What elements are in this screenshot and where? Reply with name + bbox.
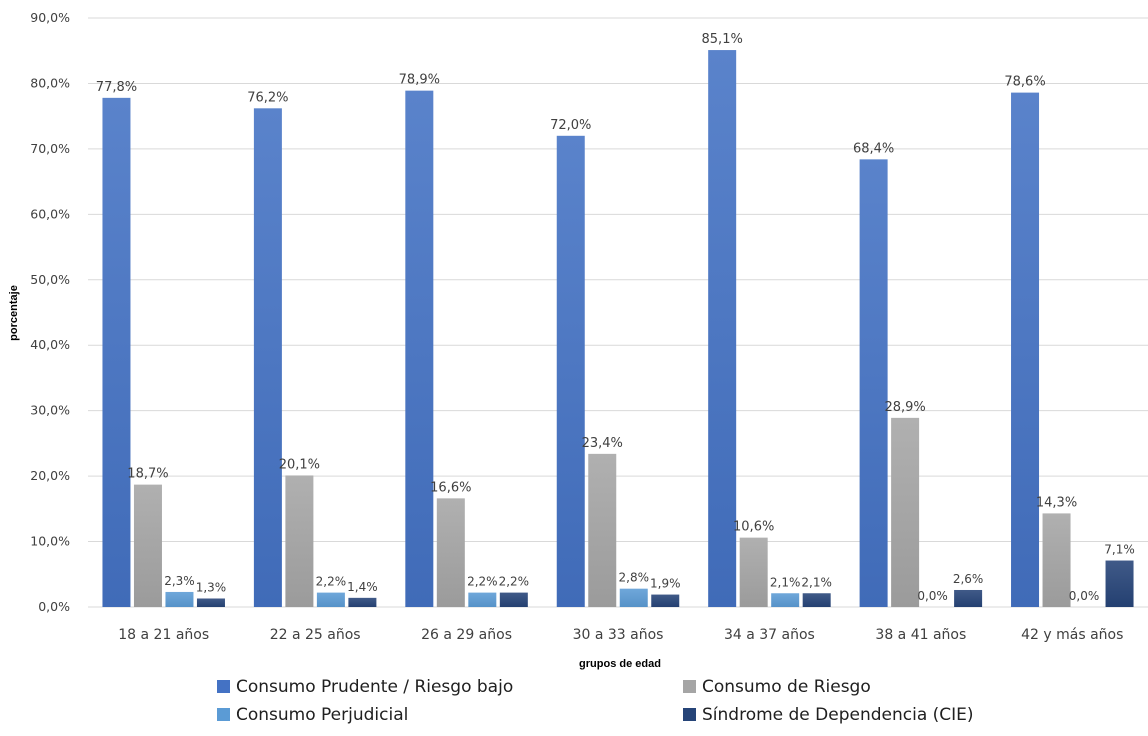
y-tick-label: 70,0% (30, 141, 70, 156)
y-tick-label: 0,0% (38, 599, 70, 614)
y-tick-label: 20,0% (30, 468, 70, 483)
x-tick-label: 26 a 29 años (421, 627, 512, 643)
data-label: 14,3% (1036, 495, 1077, 510)
bar (556, 135, 585, 608)
data-label: 10,6% (733, 520, 774, 535)
data-label: 68,4% (853, 141, 894, 156)
bar (954, 589, 983, 607)
y-tick-label: 30,0% (30, 403, 70, 418)
legend-item: Síndrome de Dependencia (CIE) (683, 705, 974, 725)
bars (102, 50, 1134, 608)
bar (802, 593, 831, 607)
bar (619, 588, 648, 607)
bar (859, 159, 888, 608)
x-tick-label: 42 y más años (1021, 627, 1123, 643)
data-label: 78,9% (399, 73, 440, 88)
bar (1042, 513, 1071, 607)
data-label: 78,6% (1004, 75, 1045, 90)
data-label: 1,9% (650, 577, 681, 591)
legend-label: Síndrome de Dependencia (CIE) (702, 705, 974, 725)
data-label: 85,1% (702, 32, 743, 47)
bar (891, 417, 920, 607)
legend: Consumo Prudente / Riesgo bajo Consumo de… (217, 677, 974, 725)
data-label: 77,8% (96, 80, 137, 95)
x-tick-label: 34 a 37 años (724, 627, 815, 643)
y-tick-label: 50,0% (30, 272, 70, 287)
gridlines (88, 17, 1148, 608)
data-label: 2,1% (770, 575, 801, 589)
data-label: 76,2% (247, 90, 288, 105)
data-label: 2,2% (499, 575, 530, 589)
bar (253, 108, 282, 608)
x-axis-title: grupos de edad (579, 658, 661, 670)
data-label: 1,4% (347, 580, 378, 594)
y-tick-label: 60,0% (30, 206, 70, 221)
x-tick-label: 22 a 25 años (270, 627, 361, 643)
legend-item: Consumo Prudente / Riesgo bajo (217, 677, 513, 697)
legend-swatch (683, 680, 696, 693)
data-label: 23,4% (582, 436, 623, 451)
bar (285, 475, 314, 607)
y-tick-label: 10,0% (30, 534, 70, 549)
data-label: 20,1% (279, 457, 320, 472)
legend-label: Consumo Perjudicial (236, 705, 408, 725)
data-label: 0,0% (917, 589, 948, 603)
legend-swatch (683, 708, 696, 721)
legend-swatch (217, 680, 230, 693)
bar (739, 537, 768, 607)
bar (1011, 92, 1040, 607)
data-label: 18,7% (127, 467, 168, 482)
data-label: 1,3% (196, 580, 227, 594)
data-label: 2,2% (467, 575, 498, 589)
bar (348, 597, 377, 607)
data-label: 2,3% (164, 574, 195, 588)
bar (588, 453, 617, 607)
y-tick-label: 80,0% (30, 75, 70, 90)
y-tick-label: 90,0% (30, 10, 70, 25)
data-label: 28,9% (884, 400, 925, 415)
data-label: 2,8% (619, 571, 650, 585)
bar (133, 484, 162, 607)
bar (165, 591, 194, 607)
x-tick-label: 18 a 21 años (118, 627, 209, 643)
data-label: 2,2% (316, 575, 347, 589)
y-tick-label: 40,0% (30, 337, 70, 352)
bar (102, 97, 131, 607)
data-label: 16,6% (430, 480, 471, 495)
y-axis-tick-labels: 0,0% 10,0% 20,0% 30,0% 40,0% 50,0% 60,0% 70,0% 8… (30, 10, 70, 614)
x-tick-label: 38 a 41 años (875, 627, 966, 643)
y-axis-title: porcentaje (8, 285, 20, 341)
bar (468, 592, 497, 607)
bar (651, 594, 680, 607)
bar (1105, 560, 1134, 607)
bar (436, 498, 465, 607)
data-label: 2,6% (953, 572, 984, 586)
legend-swatch (217, 708, 230, 721)
legend-item: Consumo de Riesgo (683, 677, 871, 697)
bar (708, 50, 737, 608)
bar (316, 592, 345, 607)
data-label: 72,0% (550, 118, 591, 133)
bar (405, 90, 434, 608)
x-tick-label: 30 a 33 años (573, 627, 664, 643)
x-axis-tick-labels: 18 a 21 años 22 a 25 años 26 a 29 años 30 a… (118, 627, 1123, 643)
data-label: 2,1% (801, 575, 832, 589)
data-label: 0,0% (1069, 589, 1100, 603)
bar (499, 592, 528, 607)
bar (771, 593, 800, 607)
legend-item: Consumo Perjudicial (217, 705, 408, 725)
legend-label: Consumo de Riesgo (702, 677, 871, 697)
data-labels: 77,8%18,7%2,3% 1,3%76,2%20,1%2,2% 1,4%78,9… (96, 32, 1135, 603)
legend-label: Consumo Prudente / Riesgo bajo (236, 677, 513, 697)
data-label: 7,1% (1104, 543, 1135, 557)
bar (196, 598, 225, 607)
